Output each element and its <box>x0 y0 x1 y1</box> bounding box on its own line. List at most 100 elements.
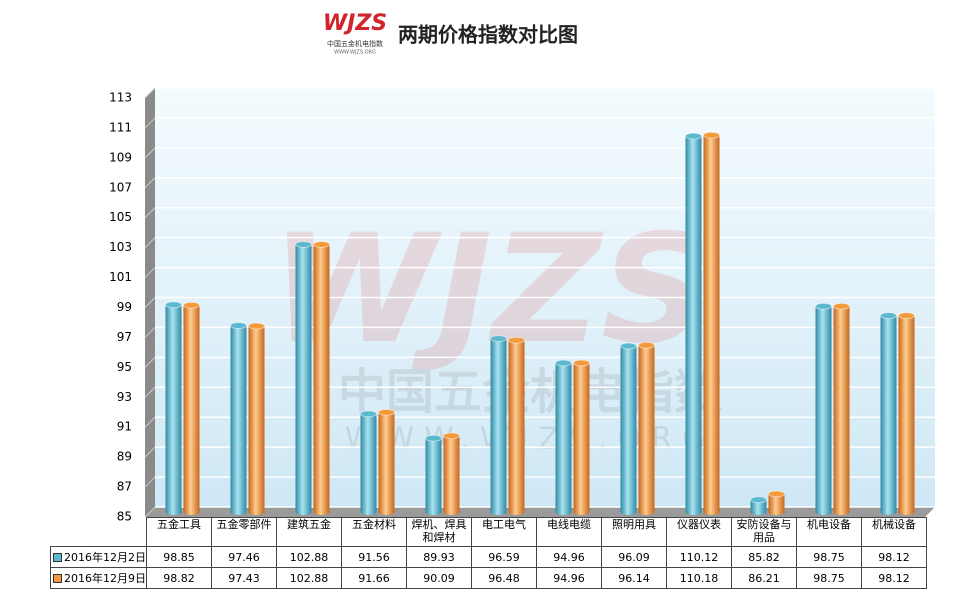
bar <box>508 340 525 512</box>
y-tick-label: 87 <box>117 480 132 494</box>
y-tick-label: 95 <box>117 360 132 374</box>
table-value: 110.12 <box>666 546 732 568</box>
bar-cap <box>425 434 442 442</box>
chart-title: 两期价格指数对比图 <box>398 23 578 47</box>
table-value: 98.82 <box>146 567 212 589</box>
table-value: 98.12 <box>861 546 927 568</box>
table-row: 2016年12月9日 98.82 97.43 102.88 91.66 90.09 96.4… <box>50 567 927 589</box>
legend-swatch <box>53 574 62 583</box>
grid-line-side <box>144 207 156 219</box>
x-tick-label: 五金零部件 <box>211 517 277 547</box>
table-value: 91.56 <box>341 546 407 568</box>
y-tick-label: 103 <box>109 240 132 254</box>
table-value: 102.88 <box>276 567 342 589</box>
bar-cap <box>768 490 785 498</box>
bar-base <box>490 509 507 515</box>
bar <box>703 135 720 512</box>
bar <box>685 136 702 512</box>
grid-line-side <box>144 446 156 458</box>
table-value: 94.96 <box>536 567 602 589</box>
legend-entry: 2016年12月9日 <box>50 567 147 589</box>
y-tick-label: 111 <box>109 120 132 134</box>
table-value: 90.09 <box>406 567 472 589</box>
plot-floor <box>145 507 935 517</box>
bar-cap <box>230 322 247 330</box>
bar <box>815 306 832 512</box>
x-tick-label: 仪器仪表 <box>666 517 732 547</box>
x-tick-label: 五金材料 <box>341 517 407 547</box>
bar-base <box>880 509 897 515</box>
x-tick-label: 安防设备与用品 <box>731 517 797 547</box>
table-value: 97.46 <box>211 546 277 568</box>
x-tick-label: 电线电缆 <box>536 517 602 547</box>
bar-base <box>750 509 767 515</box>
legend-label: 2016年12月2日 <box>64 550 146 564</box>
y-tick-label: 85 <box>117 510 132 524</box>
bar <box>555 362 572 512</box>
grid-line-side <box>144 386 156 398</box>
bar-base <box>620 509 637 515</box>
table-value: 86.21 <box>731 567 797 589</box>
bar-cap <box>833 302 850 310</box>
bar-cap <box>703 131 720 139</box>
legend-label: 2016年12月9日 <box>64 571 146 585</box>
logo-url: WWW.WJZS.ORG <box>334 50 376 56</box>
bar-cap <box>165 301 182 309</box>
x-tick-label: 照明用具 <box>601 517 667 547</box>
bar <box>183 305 200 512</box>
bar-cap <box>750 496 767 504</box>
grid-line-side <box>144 327 156 338</box>
table-corner <box>51 518 147 547</box>
bar-cap <box>490 335 507 343</box>
bar-base <box>573 509 590 515</box>
x-tick-label: 机械设备 <box>861 517 927 547</box>
bar-base <box>815 509 832 515</box>
bar-cap <box>360 410 377 418</box>
bar-base <box>638 509 655 515</box>
bar-cap <box>815 302 832 310</box>
bar <box>248 325 265 512</box>
bar <box>490 338 507 512</box>
x-tick-label: 五金工具 <box>146 517 212 547</box>
table-value: 110.18 <box>666 567 732 589</box>
bar-base <box>295 509 312 515</box>
y-tick-label: 105 <box>109 210 132 224</box>
bar-base <box>443 509 460 515</box>
grid-line-side <box>144 357 156 368</box>
bar-base <box>685 509 702 515</box>
bar-base <box>313 509 330 515</box>
table-value: 94.96 <box>536 546 602 568</box>
bar-cap <box>898 312 915 320</box>
x-tick-label: 焊机、焊具和焊材 <box>406 517 472 547</box>
logo-subtitle: 中国五金机电指数 <box>327 39 383 48</box>
bar-base <box>165 509 182 515</box>
bar-base <box>703 509 720 515</box>
grid-line-side <box>144 506 156 518</box>
bar-base <box>360 509 377 515</box>
bar-cap <box>443 432 460 440</box>
table-value: 102.88 <box>276 546 342 568</box>
y-tick-label: 107 <box>109 180 132 194</box>
bar-base <box>768 509 785 515</box>
bar <box>378 412 395 512</box>
table-value: 98.85 <box>146 546 212 568</box>
table-value: 98.75 <box>796 567 862 589</box>
bar-base <box>230 509 247 515</box>
bar-base <box>425 509 442 515</box>
bar <box>768 493 785 512</box>
grid-line-side <box>144 476 156 488</box>
table-value: 97.43 <box>211 567 277 589</box>
bar-cap <box>295 240 312 248</box>
grid-line-side <box>144 237 156 248</box>
bar-cap <box>685 132 702 140</box>
grid-line-side <box>144 177 156 189</box>
bar-cap <box>248 322 265 330</box>
x-tick-label: 建筑五金 <box>276 517 342 547</box>
table-value: 85.82 <box>731 546 797 568</box>
y-tick-label: 113 <box>109 91 132 105</box>
table-row: 五金工具 五金零部件 建筑五金 五金材料 焊机、焊具和焊材 电工电气 电线电缆 照明用具 仪器仪… <box>51 517 927 547</box>
legend-swatch <box>53 553 62 562</box>
bar <box>313 244 330 512</box>
bar-cap <box>638 341 655 349</box>
